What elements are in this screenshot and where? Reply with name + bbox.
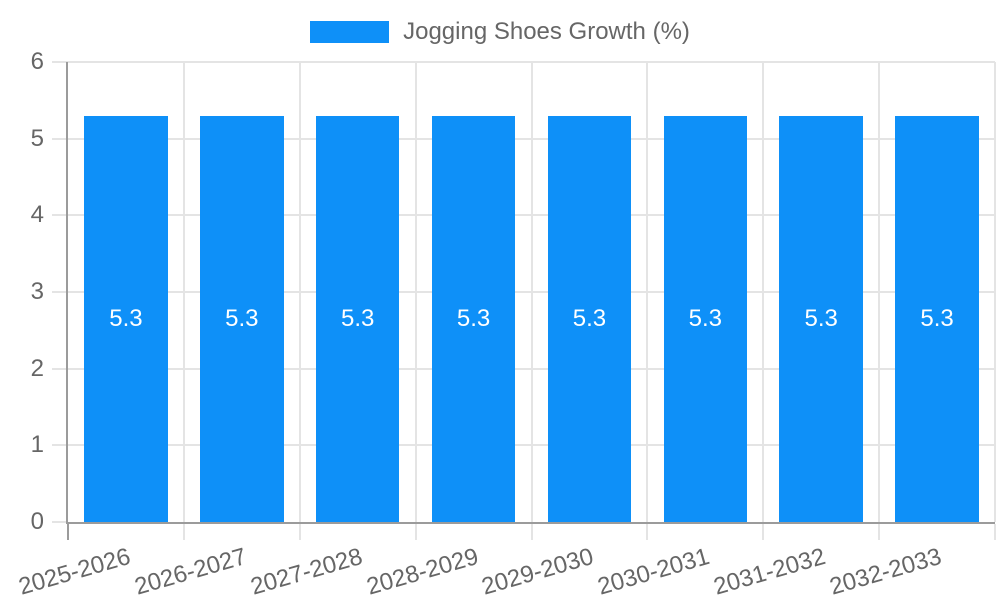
y-tick-label: 0 xyxy=(30,508,44,535)
x-tick-mark xyxy=(298,524,301,540)
y-tick-mark xyxy=(52,137,68,140)
y-tick-mark xyxy=(52,61,68,63)
x-tick-mark xyxy=(530,524,533,540)
gridline-vertical xyxy=(878,62,881,522)
gridline-vertical xyxy=(414,62,417,522)
bar xyxy=(431,115,516,522)
x-axis-line xyxy=(66,522,995,524)
x-tick-mark xyxy=(994,524,996,540)
bar-value-label: 5.3 xyxy=(688,304,722,332)
y-tick-label: 4 xyxy=(30,201,44,229)
y-tick-mark xyxy=(52,367,68,370)
legend-color-swatch xyxy=(310,21,390,43)
bar xyxy=(84,115,168,522)
x-tick-mark xyxy=(67,524,69,540)
gridline-vertical xyxy=(298,62,301,522)
y-tick-label: 5 xyxy=(30,124,44,152)
y-tick-mark xyxy=(52,444,68,447)
x-tick-mark xyxy=(182,524,185,540)
y-tick-mark xyxy=(52,291,68,293)
bar xyxy=(547,115,632,522)
gridline-vertical xyxy=(994,62,996,522)
y-tick-label: 3 xyxy=(30,278,44,305)
y-tick-label: 6 xyxy=(30,48,44,75)
gridline-vertical xyxy=(762,62,765,522)
gridline-vertical xyxy=(646,62,649,522)
bar xyxy=(895,115,979,522)
bar-value-label: 5.3 xyxy=(341,304,375,332)
gridline-vertical xyxy=(530,62,533,522)
y-tick-label: 1 xyxy=(30,431,44,459)
y-axis-line xyxy=(66,62,68,524)
y-tick-label: 2 xyxy=(30,354,44,382)
x-tick-mark xyxy=(762,524,765,540)
y-tick-mark xyxy=(52,214,68,217)
gridline-vertical xyxy=(182,62,185,522)
bar-value-label: 5.3 xyxy=(572,304,607,332)
y-tick-mark xyxy=(52,521,68,523)
bar-value-label: 5.3 xyxy=(109,304,143,332)
x-tick-mark xyxy=(878,524,881,540)
bar-value-label: 5.3 xyxy=(920,304,954,332)
bar-value-label: 5.3 xyxy=(225,304,259,332)
bar xyxy=(779,115,863,522)
bar xyxy=(663,115,748,522)
legend[interactable]: Jogging Shoes Growth (%) xyxy=(0,18,1000,46)
legend-label: Jogging Shoes Growth (%) xyxy=(403,18,690,45)
bar-value-label: 5.3 xyxy=(456,304,491,332)
bar xyxy=(200,115,284,522)
bar-value-label: 5.3 xyxy=(804,304,838,332)
x-tick-mark xyxy=(414,524,417,540)
bar xyxy=(315,115,400,522)
x-tick-mark xyxy=(646,524,649,540)
